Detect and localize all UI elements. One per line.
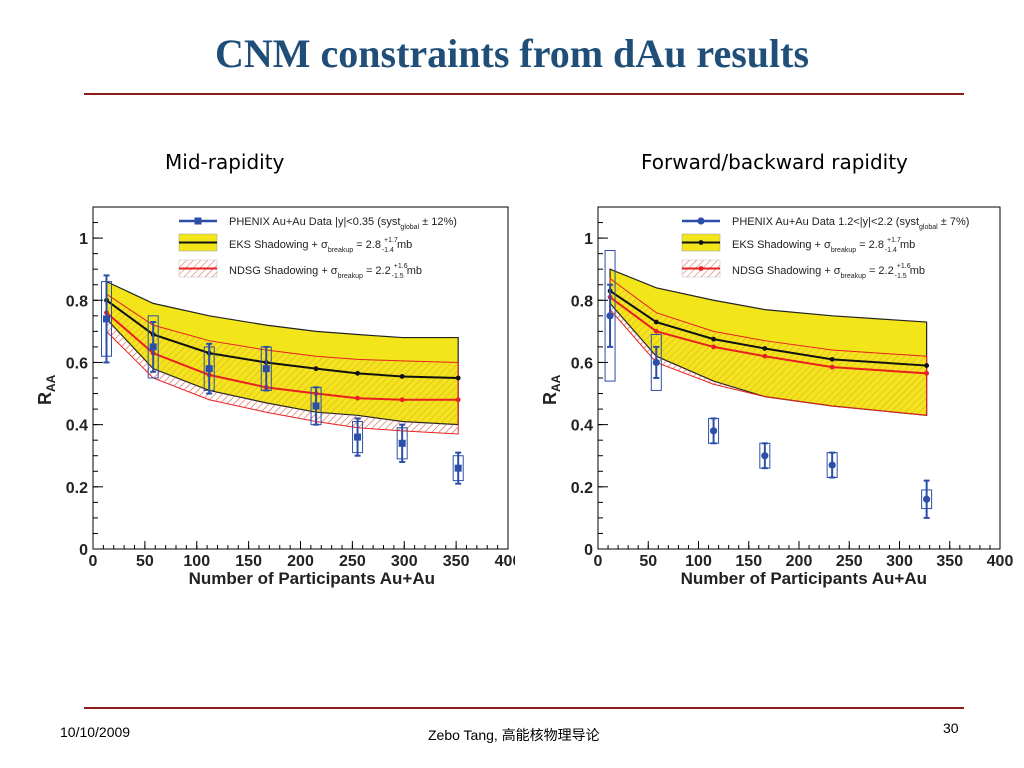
x-tick-label: 350 <box>936 553 963 570</box>
eks-point <box>829 356 835 362</box>
y-tick-label: 1 <box>584 231 593 248</box>
legend-data-text: PHENIX Au+Au Data |y|<0.35 (systglobal ±… <box>229 216 457 231</box>
data-point <box>262 365 270 373</box>
x-tick-label: 150 <box>235 553 262 570</box>
x-tick-label: 250 <box>836 553 863 570</box>
mid-rapidity-chart: 0 50 100 150 200 250 300 350 400 0 0.2 0.4 0.6 0.8 1 Nu… <box>35 206 515 588</box>
y-tick-label: 0.8 <box>66 293 88 310</box>
data-point <box>606 312 614 320</box>
y-axis-label: RAA <box>540 374 563 405</box>
x-tick-label: 100 <box>183 553 210 570</box>
x-tick-label: 200 <box>786 553 813 570</box>
eks-point <box>399 374 405 379</box>
x-tick-label: 0 <box>89 553 98 570</box>
legend-eks-text: EKS Shadowing + σbreakup = 2.8 +1.7 -1.4 … <box>732 237 915 254</box>
eks-point <box>762 346 768 351</box>
ndsg-point <box>711 344 716 350</box>
x-tick-label: 0 <box>594 553 603 570</box>
data-point <box>652 358 660 367</box>
data-point <box>828 461 836 469</box>
x-tick-label: 300 <box>886 553 913 570</box>
y-tick-label: 1 <box>79 231 88 248</box>
footer-divider <box>84 707 964 709</box>
eks-point <box>924 363 930 368</box>
footer-date: 10/10/2009 <box>60 724 131 740</box>
syst-box <box>147 315 159 379</box>
page-number: 30 <box>943 720 959 736</box>
ndsg-point <box>455 397 461 403</box>
legend-eks-text: EKS Shadowing + σbreakup = 2.8 +1.7 -1.4 … <box>229 237 412 254</box>
ndsg-point <box>762 353 768 359</box>
x-tick-label: 200 <box>287 553 314 570</box>
y-tick-label: 0.2 <box>66 480 88 497</box>
legend-ndsg-text: NDSG Shadowing + σbreakup = 2.2 +1.6 -1.5… <box>732 263 925 280</box>
y-tick-label: 0 <box>584 542 593 559</box>
y-tick-label: 0.4 <box>571 418 593 435</box>
y-axis-label: RAA <box>35 374 58 405</box>
syst-box <box>604 250 616 382</box>
x-tick-label: 150 <box>735 553 762 570</box>
y-tick-label: 0.6 <box>571 355 593 372</box>
eks-point <box>313 366 319 372</box>
footer-author: Zebo Tang, <box>428 727 502 743</box>
eks-point <box>355 370 360 376</box>
data-point <box>923 495 931 503</box>
data-point <box>102 315 110 323</box>
legend-ndsg-marker <box>698 266 704 271</box>
data-point <box>149 343 157 351</box>
footer-author-block: Zebo Tang, 高能核物理导论 <box>428 725 600 745</box>
data-point <box>312 402 320 410</box>
ndsg-point <box>829 364 835 370</box>
y-tick-label: 0.4 <box>66 418 88 435</box>
forward-rapidity-chart: 0 50 100 150 200 250 300 350 400 0 0.2 0.4 0.6 0.8 1 Nu… <box>540 206 1014 588</box>
y-tick-label: 0.2 <box>571 480 593 497</box>
data-point <box>398 439 406 447</box>
x-tick-label: 300 <box>391 553 418 570</box>
footer-course: 高能核物理导论 <box>501 727 600 743</box>
ndsg-point <box>399 397 405 403</box>
ndsg-central-line <box>609 296 927 375</box>
legend-data-marker <box>697 217 705 225</box>
ndsg-point <box>355 395 360 401</box>
legend-eks-marker <box>698 240 704 245</box>
x-tick-label: 50 <box>639 553 657 570</box>
y-tick-label: 0 <box>79 542 88 559</box>
x-tick-label: 100 <box>685 553 712 570</box>
data-point <box>454 464 462 472</box>
slide-title: CNM constraints from dAu results <box>214 31 810 76</box>
ndsg-point <box>924 370 930 376</box>
eks-point <box>653 319 659 325</box>
title-divider <box>84 93 964 95</box>
legend-ndsg-text: NDSG Shadowing + σbreakup = 2.2 +1.6 -1.5… <box>229 263 422 280</box>
x-tick-label: 400 <box>495 553 515 570</box>
left-subtitle: Mid-rapidity <box>165 150 285 174</box>
right-subtitle: Forward/backward rapidity <box>641 150 908 174</box>
eks-point <box>711 336 716 342</box>
eks-central-line <box>105 299 459 379</box>
data-point <box>354 433 362 441</box>
data-point <box>761 452 769 460</box>
x-tick-label: 250 <box>339 553 366 570</box>
eks-central-line <box>609 290 927 367</box>
legend-data-marker <box>194 217 202 225</box>
x-tick-label: 50 <box>136 553 154 570</box>
legend-data-text: PHENIX Au+Au Data 1.2<|y|<2.2 (systgloba… <box>732 216 969 231</box>
y-tick-label: 0.8 <box>571 293 593 310</box>
x-tick-label: 400 <box>987 553 1014 570</box>
ndsg-central-line <box>105 311 459 401</box>
syst-box <box>650 333 662 391</box>
ndsg-point <box>653 328 659 334</box>
x-axis-label: Number of Participants Au+Au <box>189 569 435 588</box>
data-point <box>205 365 213 373</box>
y-tick-label: 0.6 <box>66 355 88 372</box>
x-tick-label: 350 <box>443 553 470 570</box>
data-point <box>709 427 718 435</box>
eks-point <box>455 375 461 381</box>
x-axis-label: Number of Participants Au+Au <box>681 569 927 588</box>
